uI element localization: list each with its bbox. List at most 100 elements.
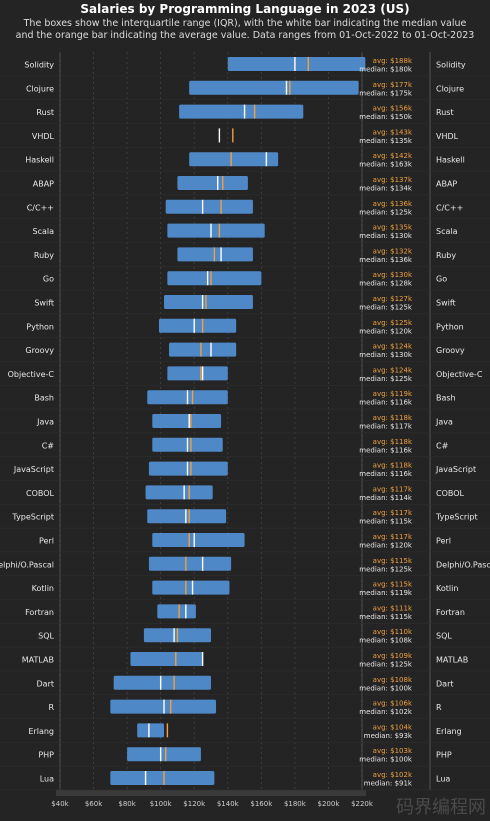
category-label-left: VHDL	[32, 132, 55, 141]
median-label: median: $100k	[359, 684, 413, 692]
category-label-left: Clojure	[26, 84, 54, 93]
avg-label: avg: $156k	[373, 105, 413, 113]
category-label-left: R	[48, 703, 54, 712]
category-label-right: TypeScript	[435, 513, 478, 522]
category-label-right: Bash	[436, 394, 456, 403]
median-label: median: $115k	[359, 613, 413, 621]
median-label: median: $102k	[359, 708, 413, 716]
category-label-left: Groovy	[25, 346, 54, 355]
category-label-right: C/C++	[436, 203, 463, 212]
x-axis-bar	[56, 790, 366, 796]
avg-label: avg: $110k	[373, 628, 413, 636]
category-label-right: Objective-C	[436, 370, 483, 379]
x-tick-label: $160k	[250, 800, 273, 808]
iqr-box	[167, 366, 228, 381]
iqr-box	[179, 104, 304, 119]
category-label-right: Delphi/O.Pascal	[436, 560, 490, 569]
median-label: median: $135k	[359, 137, 413, 145]
iqr-box	[167, 271, 262, 286]
median-label: median: $125k	[359, 304, 413, 312]
avg-label: avg: $177k	[373, 81, 413, 89]
iqr-box	[164, 295, 253, 309]
iqr-box	[169, 342, 237, 357]
category-label-right: PHP	[436, 751, 452, 760]
subtitle-line-2: and the orange bar indicating the averag…	[15, 30, 475, 41]
median-label: median: $175k	[359, 89, 413, 97]
avg-label: avg: $119k	[373, 390, 413, 398]
iqr-box	[127, 747, 201, 762]
median-label: median: $130k	[359, 232, 413, 240]
category-label-right: R	[436, 703, 442, 712]
category-label-left: Scala	[32, 227, 54, 236]
iqr-box	[152, 533, 245, 547]
category-label-left: Fortran	[25, 608, 54, 617]
x-tick-label: $80k	[118, 800, 136, 808]
iqr-box	[113, 675, 211, 690]
category-label-left: Rust	[36, 108, 54, 117]
avg-label: avg: $127k	[373, 295, 413, 303]
median-label: median: $136k	[359, 256, 413, 264]
category-label-right: Go	[436, 275, 447, 284]
avg-label: avg: $103k	[373, 747, 413, 755]
category-label-left: Swift	[34, 299, 54, 308]
category-label-right: Ruby	[436, 251, 456, 260]
median-label: median: $114k	[359, 494, 413, 502]
x-tick-label: $200k	[318, 800, 341, 808]
iqr-box	[147, 509, 227, 524]
chart-subtitle: The boxes show the interquartile range (…	[8, 18, 482, 42]
median-label: median: $119k	[359, 589, 413, 597]
avg-label: avg: $132k	[373, 247, 413, 255]
category-label-left: Python	[26, 322, 54, 331]
median-label: median: $115k	[359, 518, 413, 526]
category-label-left: Dart	[37, 679, 55, 688]
category-label-left: C/C++	[27, 203, 54, 212]
iqr-box	[110, 699, 217, 714]
avg-label: avg: $118k	[373, 462, 413, 470]
category-label-right: Groovy	[436, 346, 465, 355]
avg-label: avg: $118k	[373, 414, 413, 422]
iqr-box	[165, 199, 253, 214]
median-label: median: $116k	[359, 446, 413, 454]
iqr-box	[152, 580, 230, 595]
iqr-box	[148, 556, 232, 571]
category-label-left: Bash	[34, 394, 54, 403]
avg-label: avg: $117k	[373, 485, 413, 493]
avg-label: avg: $137k	[373, 176, 413, 184]
median-label: median: $130k	[359, 351, 413, 359]
category-label-left: MATLAB	[22, 656, 54, 665]
avg-label: avg: $124k	[373, 343, 413, 351]
median-label: median: $163k	[359, 161, 413, 169]
category-label-right: Clojure	[436, 84, 464, 93]
category-label-left: JavaScript	[13, 465, 54, 474]
iqr-box	[167, 223, 265, 238]
median-label: median: $125k	[359, 375, 413, 383]
category-label-left: Perl	[39, 537, 54, 546]
avg-label: avg: $125k	[373, 319, 413, 327]
median-label: median: $134k	[359, 185, 413, 193]
iqr-box	[177, 247, 253, 262]
iqr-box	[148, 461, 228, 476]
iqr-box	[189, 152, 279, 167]
category-label-right: MATLAB	[436, 656, 468, 665]
median-label: median: $120k	[359, 327, 413, 335]
avg-label: avg: $124k	[373, 366, 413, 374]
category-label-left: Solidity	[24, 61, 54, 70]
category-label-right: Java	[435, 418, 453, 427]
iqr-box	[157, 604, 196, 619]
x-tick-label: $120k	[183, 800, 206, 808]
category-label-right: C#	[436, 441, 449, 450]
category-label-right: Scala	[436, 227, 458, 236]
category-label-right: ABAP	[436, 180, 457, 189]
avg-label: avg: $106k	[373, 700, 413, 708]
x-tick-label: $140k	[217, 800, 240, 808]
x-tick-label: $220k	[351, 800, 374, 808]
category-label-right: Rust	[436, 108, 454, 117]
category-label-right: Haskell	[436, 156, 465, 165]
category-label-left: Haskell	[25, 156, 54, 165]
iqr-box	[137, 723, 165, 738]
median-label: median: $108k	[359, 637, 413, 645]
category-label-right: Solidity	[436, 61, 466, 70]
x-tick-label: $100k	[150, 800, 173, 808]
x-tick-label: $180k	[284, 800, 307, 808]
watermark-text: 码界编程网	[396, 797, 486, 818]
